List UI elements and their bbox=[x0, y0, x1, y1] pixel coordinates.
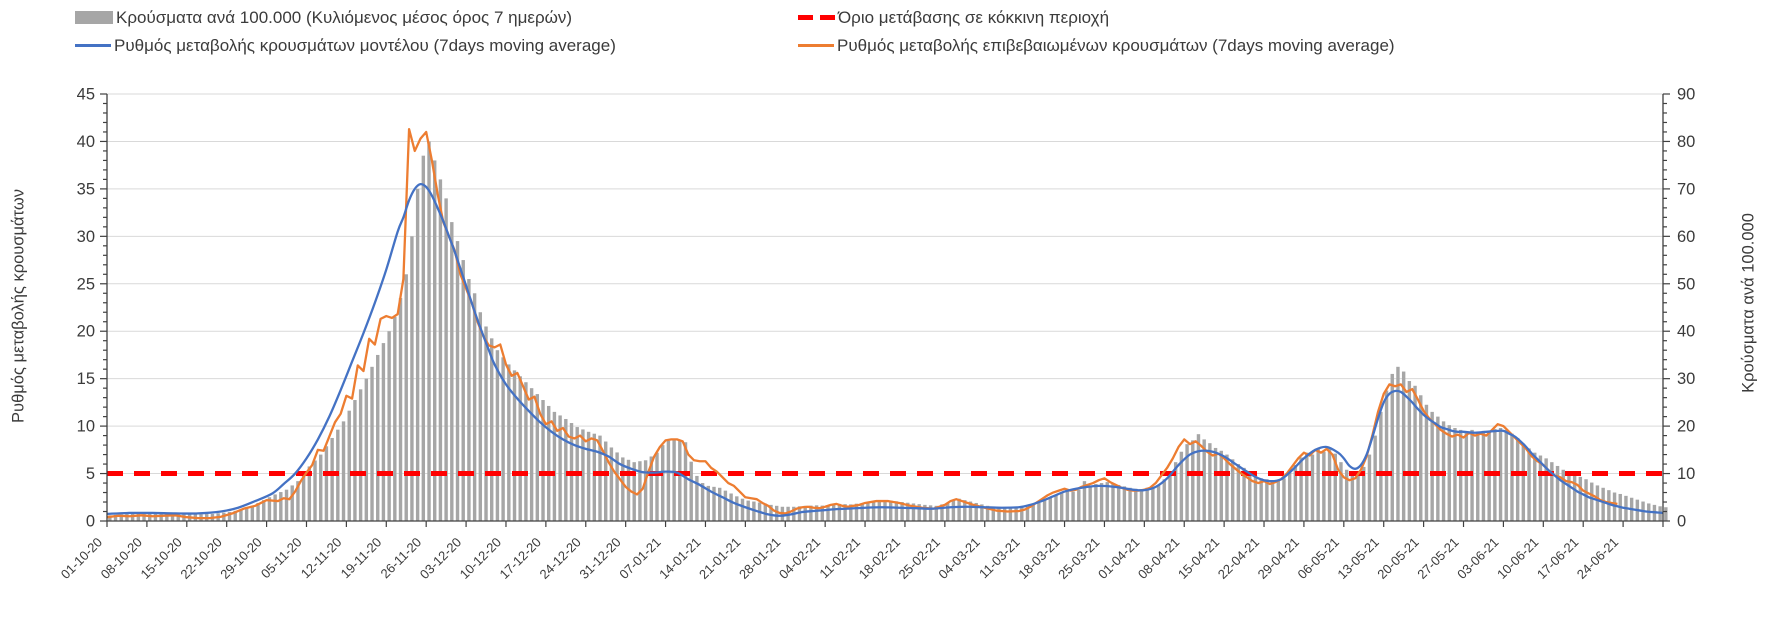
svg-text:08-10-20: 08-10-20 bbox=[98, 535, 145, 582]
svg-text:24-06-21: 24-06-21 bbox=[1574, 535, 1621, 582]
svg-text:24-12-20: 24-12-20 bbox=[536, 535, 583, 582]
svg-text:20-05-21: 20-05-21 bbox=[1374, 535, 1421, 582]
svg-text:50: 50 bbox=[1677, 275, 1695, 293]
svg-text:11-03-21: 11-03-21 bbox=[976, 535, 1023, 582]
confirmed-rate-line bbox=[106, 127, 1618, 520]
svg-text:07-01-21: 07-01-21 bbox=[616, 535, 663, 582]
legend-label: Ρυθμός μεταβολής επιβεβαιωμένων κρουσμάτ… bbox=[837, 36, 1395, 55]
right-axis-title: Κρούσματα ανά 100.000 bbox=[1739, 213, 1758, 393]
left-axis-title: Ρυθμός μεταβολής κρουσμάτων bbox=[9, 189, 28, 423]
svg-text:31-12-20: 31-12-20 bbox=[576, 535, 623, 582]
svg-text:22-04-21: 22-04-21 bbox=[1215, 535, 1262, 582]
svg-text:15-10-20: 15-10-20 bbox=[138, 535, 185, 582]
svg-text:26-11-20: 26-11-20 bbox=[378, 535, 425, 582]
svg-text:10: 10 bbox=[1677, 465, 1695, 483]
svg-text:0: 0 bbox=[86, 513, 95, 531]
svg-text:10-12-20: 10-12-20 bbox=[457, 535, 504, 582]
svg-text:25-02-21: 25-02-21 bbox=[896, 535, 943, 582]
svg-text:04-02-21: 04-02-21 bbox=[776, 535, 823, 582]
dashed-line-swatch-icon bbox=[798, 15, 835, 20]
orange-line-swatch-icon bbox=[798, 44, 834, 47]
legend-item-model-rate: Ρυθμός μεταβολής κρουσμάτων μοντέλου (7d… bbox=[75, 37, 616, 54]
svg-text:10: 10 bbox=[77, 418, 95, 436]
svg-text:04-03-21: 04-03-21 bbox=[935, 535, 982, 582]
svg-text:25: 25 bbox=[77, 275, 95, 293]
svg-text:30: 30 bbox=[1677, 370, 1695, 388]
svg-text:25-03-21: 25-03-21 bbox=[1055, 535, 1102, 582]
svg-text:03-12-20: 03-12-20 bbox=[417, 535, 464, 582]
svg-text:80: 80 bbox=[1677, 133, 1695, 151]
svg-text:01-04-21: 01-04-21 bbox=[1095, 535, 1142, 582]
legend-label: Κρούσματα ανά 100.000 (Κυλιόμενος μέσος … bbox=[116, 8, 573, 27]
svg-text:14-01-21: 14-01-21 bbox=[656, 535, 703, 582]
svg-text:28-01-21: 28-01-21 bbox=[736, 535, 783, 582]
x-axis-ticks: 01-10-2008-10-2015-10-2022-10-2029-10-20… bbox=[58, 521, 1664, 582]
legend-label: Όριο μετάβασης σε κόκκινη περιοχή bbox=[838, 8, 1110, 27]
svg-text:0: 0 bbox=[1677, 513, 1686, 531]
svg-text:18-03-21: 18-03-21 bbox=[1015, 535, 1062, 582]
svg-text:70: 70 bbox=[1677, 180, 1695, 198]
svg-text:90: 90 bbox=[1677, 86, 1695, 104]
svg-text:21-01-21: 21-01-21 bbox=[696, 535, 743, 582]
svg-text:15: 15 bbox=[77, 370, 95, 388]
svg-text:13-05-21: 13-05-21 bbox=[1334, 535, 1381, 582]
legend-item-cases-per-100k: Κρούσματα ανά 100.000 (Κυλιόμενος μέσος … bbox=[75, 9, 572, 26]
svg-text:20: 20 bbox=[1677, 418, 1695, 436]
svg-text:08-04-21: 08-04-21 bbox=[1135, 535, 1182, 582]
svg-text:10-06-21: 10-06-21 bbox=[1494, 535, 1541, 582]
blue-line-swatch-icon bbox=[75, 44, 111, 47]
svg-text:20: 20 bbox=[77, 323, 95, 341]
legend-item-red-threshold: Όριο μετάβασης σε κόκκινη περιοχή bbox=[798, 9, 1109, 26]
bar-swatch-icon bbox=[75, 11, 113, 24]
svg-text:45: 45 bbox=[77, 86, 95, 104]
right-axis-ticks: 0 10 20 30 40 50 60 70 80 90 bbox=[1663, 86, 1695, 531]
left-axis-ticks: 0 5 10 15 20 25 30 35 40 45 bbox=[77, 86, 107, 531]
svg-text:40: 40 bbox=[1677, 323, 1695, 341]
svg-text:27-05-21: 27-05-21 bbox=[1414, 535, 1461, 582]
svg-text:35: 35 bbox=[77, 180, 95, 198]
model-rate-line bbox=[106, 182, 1664, 517]
svg-text:19-11-20: 19-11-20 bbox=[338, 535, 385, 582]
svg-text:15-04-21: 15-04-21 bbox=[1175, 535, 1222, 582]
svg-text:60: 60 bbox=[1677, 228, 1695, 246]
svg-text:22-10-20: 22-10-20 bbox=[177, 535, 224, 582]
svg-text:03-06-21: 03-06-21 bbox=[1454, 535, 1501, 582]
svg-text:06-05-21: 06-05-21 bbox=[1295, 535, 1342, 582]
svg-text:29-10-20: 29-10-20 bbox=[217, 535, 264, 582]
legend-label: Ρυθμός μεταβολής κρουσμάτων μοντέλου (7d… bbox=[114, 36, 616, 55]
svg-text:40: 40 bbox=[77, 133, 95, 151]
legend-item-confirmed-rate: Ρυθμός μεταβολής επιβεβαιωμένων κρουσμάτ… bbox=[798, 37, 1395, 54]
svg-text:29-04-21: 29-04-21 bbox=[1255, 535, 1302, 582]
axes bbox=[106, 94, 1664, 522]
svg-text:5: 5 bbox=[86, 465, 95, 483]
svg-text:17-06-21: 17-06-21 bbox=[1534, 535, 1581, 582]
svg-text:12-11-20: 12-11-20 bbox=[298, 535, 345, 582]
svg-text:05-11-20: 05-11-20 bbox=[258, 535, 305, 582]
svg-text:30: 30 bbox=[77, 228, 95, 246]
svg-text:18-02-21: 18-02-21 bbox=[856, 535, 903, 582]
svg-text:01-10-20: 01-10-20 bbox=[58, 535, 105, 582]
svg-text:17-12-20: 17-12-20 bbox=[497, 535, 544, 582]
cases-bars-series bbox=[108, 141, 1668, 522]
svg-text:11-02-21: 11-02-21 bbox=[816, 535, 863, 582]
